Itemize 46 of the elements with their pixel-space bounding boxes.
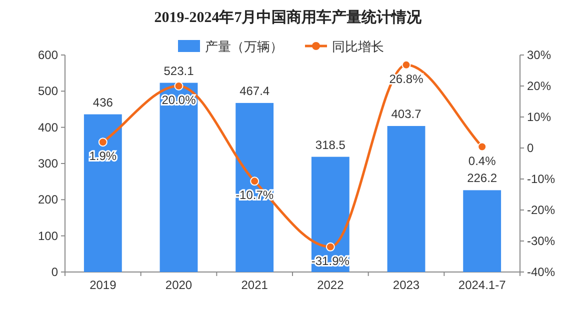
bar (160, 82, 198, 272)
y2-tick-label: -30% (527, 234, 556, 248)
x-tick-label: 2020 (165, 278, 192, 292)
data-label: 467.4 (240, 84, 270, 98)
y-tick-label: 600 (38, 48, 58, 62)
data-label: 1.9% (89, 149, 117, 164)
x-tick-label: 2021 (241, 278, 268, 292)
y2-tick-label: -10% (527, 172, 556, 186)
y-tick-label: 200 (38, 192, 58, 207)
y-tick-label: 300 (38, 156, 58, 170)
point (250, 176, 260, 186)
y2-tick-label: -20% (527, 203, 556, 217)
point (98, 138, 108, 147)
point (402, 60, 411, 70)
point (326, 242, 335, 252)
data-label: 436 (92, 95, 114, 110)
legend-label: 同比增长 (332, 39, 384, 54)
data-label: -31.9% (311, 254, 350, 268)
data-label: 20.0% (162, 93, 196, 107)
point (478, 142, 487, 152)
y-tick-label: 500 (38, 84, 58, 98)
data-label: 403.7 (391, 106, 422, 121)
x-tick-label: 2022 (317, 278, 344, 292)
legend-label: 产量（万辆） (205, 39, 283, 54)
chart-title: 2019-2024年7月中国商用车产量统计情况 (154, 8, 423, 26)
bar (84, 114, 122, 272)
bar (236, 102, 274, 272)
data-label: 318.5 (315, 138, 346, 152)
y2-tick-label: 30% (527, 48, 552, 62)
y-tick-label: 0 (51, 265, 58, 279)
bar (311, 156, 350, 272)
data-label: 523.1 (164, 64, 194, 78)
x-tick-label: 2023 (392, 278, 420, 292)
data-label: 0.4% (468, 154, 496, 168)
x-tick-label: 2024.1-7 (458, 278, 506, 292)
data-label: 226.2 (467, 171, 498, 186)
bar (387, 126, 426, 272)
y-tick-label: 400 (38, 120, 58, 134)
y2-tick-label: 20% (527, 79, 552, 93)
bar (463, 190, 502, 272)
y2-tick-label: -40% (527, 265, 556, 279)
y2-tick-label: 10% (527, 110, 552, 124)
x-tick-label: 2019 (90, 278, 117, 292)
point (174, 82, 184, 90)
y-tick-label: 100 (38, 228, 58, 243)
y2-tick-label: 0 (527, 141, 534, 155)
